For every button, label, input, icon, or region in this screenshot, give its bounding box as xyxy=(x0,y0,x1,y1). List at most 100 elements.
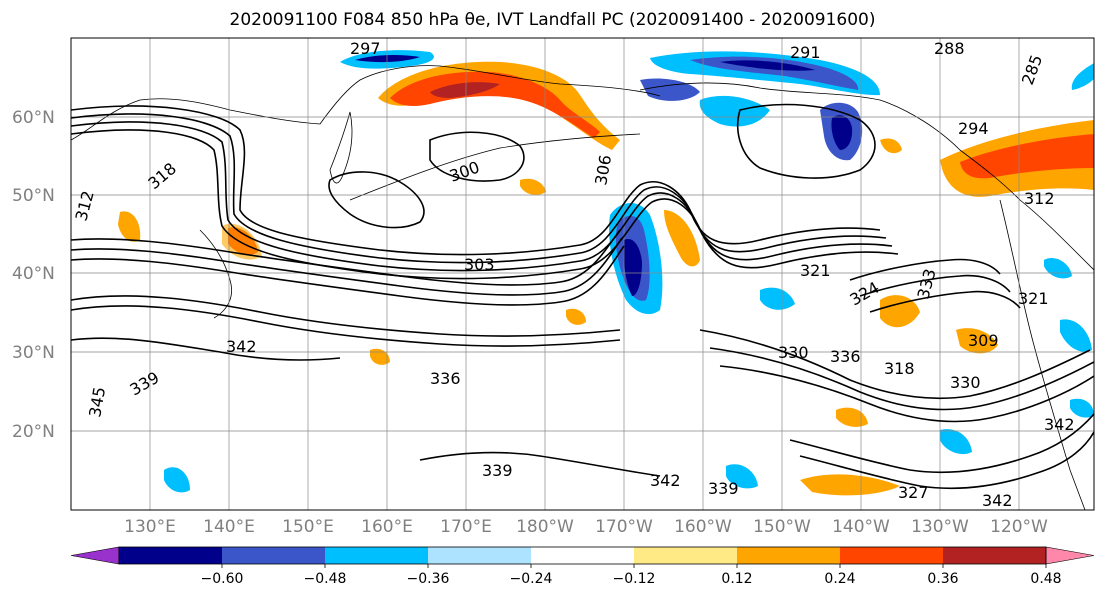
contour-line xyxy=(71,121,893,272)
contour-line xyxy=(429,131,525,182)
shade-patch xyxy=(222,223,262,260)
colorbar-bin xyxy=(840,547,944,564)
contour-line xyxy=(71,337,341,361)
contour-line xyxy=(859,274,1011,297)
colorbar-extend-max xyxy=(1045,546,1095,565)
colorbar-tick-label: −0.24 xyxy=(510,571,553,587)
lat-label-40n: 40°N xyxy=(12,264,55,284)
shade-patch xyxy=(355,55,420,63)
contour-label: 342 xyxy=(982,491,1013,510)
contour-label: 303 xyxy=(464,255,495,274)
contour-line xyxy=(71,295,621,337)
shade-patch xyxy=(699,95,770,127)
colorbar-tick-label: −0.12 xyxy=(613,571,656,587)
contour-label: 339 xyxy=(708,479,739,498)
contour-line xyxy=(71,245,625,306)
colorbar: −0.60 −0.48 −0.36 −0.24 −0.12 0.12 0.24 0.36 0.4… xyxy=(70,546,1095,587)
contour-label: 336 xyxy=(430,369,461,388)
lon-label-150e: 150°E xyxy=(282,517,334,537)
shade-patch xyxy=(1060,319,1092,352)
colorbar-bin xyxy=(222,547,326,564)
coastline-aleutians xyxy=(349,133,641,201)
contour-line xyxy=(799,431,1094,490)
shade-patch xyxy=(960,134,1094,179)
shade-patch xyxy=(760,287,795,310)
coastline-asia xyxy=(71,65,661,141)
contour-line xyxy=(71,229,621,286)
map-title: 2020091100 F084 850 hPa θe, IVT Landfall… xyxy=(229,10,876,30)
lon-label-160e: 160°E xyxy=(361,517,413,537)
lat-label-50n: 50°N xyxy=(12,186,55,206)
contour-label: 294 xyxy=(958,119,989,138)
shade-patch xyxy=(1071,63,1094,90)
lon-label-140w: 140°W xyxy=(832,517,890,537)
shade-patch xyxy=(720,60,815,71)
contour-line xyxy=(849,258,1001,281)
contour-label: 342 xyxy=(1044,415,1075,434)
colorbar-tick-label: −0.60 xyxy=(201,571,244,587)
coastline-namerica xyxy=(999,199,1086,510)
contour-line xyxy=(71,113,887,264)
contour-line xyxy=(719,365,1094,423)
contour-label: 318 xyxy=(884,359,915,378)
contour-line xyxy=(869,290,1021,313)
lon-label-170e: 170°E xyxy=(440,517,492,537)
shade-patch xyxy=(690,56,859,90)
colorbar-bin xyxy=(428,547,532,564)
colorbar-bin xyxy=(737,547,841,564)
lon-label-180w: 180°W xyxy=(516,517,574,537)
longitude-labels: 130°E 140°E 150°E 160°E 170°E 180°W 170°… xyxy=(124,517,1048,537)
contour-label: 321 xyxy=(1018,289,1049,308)
colorbar-tick-label: −0.48 xyxy=(304,571,347,587)
colorbar-tick-label: 0.24 xyxy=(824,571,855,587)
contour-line xyxy=(328,171,425,229)
shade-patch xyxy=(800,474,900,496)
lon-label-160w: 160°W xyxy=(674,517,732,537)
shade-patch xyxy=(726,464,758,489)
colorbar-tick-label: 0.36 xyxy=(927,571,958,587)
shade-patch xyxy=(880,295,920,328)
contour-label: 336 xyxy=(830,347,861,366)
shade-patch xyxy=(118,211,141,242)
colorbar-bin xyxy=(634,547,738,564)
shade-patch xyxy=(836,407,868,427)
contour-label: 330 xyxy=(950,373,981,392)
contour-line xyxy=(71,237,623,296)
colorbar-tick-label: 0.12 xyxy=(721,571,752,587)
contour-label: 297 xyxy=(350,39,381,58)
map-border xyxy=(70,37,1095,511)
lon-label-150w: 150°W xyxy=(753,517,811,537)
shade-patch xyxy=(956,328,998,354)
shade-patch xyxy=(831,115,853,150)
coastline-japan xyxy=(199,229,232,319)
coastline-alaska xyxy=(639,82,1094,271)
shade-patch xyxy=(430,82,500,98)
lat-label-60n: 60°N xyxy=(12,108,55,128)
colorbar-bin xyxy=(119,547,223,564)
colorbar-tick-label: 0.48 xyxy=(1030,571,1061,587)
contour-label: 309 xyxy=(968,331,999,350)
coastlines xyxy=(71,65,1094,510)
contour-line xyxy=(699,329,1091,400)
lon-label-170w: 170°W xyxy=(595,517,653,537)
shade-patch xyxy=(880,138,902,154)
contour-label: 342 xyxy=(650,471,681,490)
contour-label: 321 xyxy=(800,261,831,280)
contour-label: 342 xyxy=(226,337,257,356)
colorbar-frame xyxy=(118,546,1047,565)
coastline-kamchatka xyxy=(329,111,353,184)
colorbar-tick-label: −0.36 xyxy=(407,571,450,587)
contour-label: 339 xyxy=(482,461,513,480)
contour-line xyxy=(71,129,899,280)
shade-patch xyxy=(1070,398,1094,418)
contour-line xyxy=(789,413,1094,474)
lat-label-30n: 30°N xyxy=(12,343,55,363)
contour-line xyxy=(419,451,661,477)
lon-label-130w: 130°W xyxy=(911,517,969,537)
colorbar-extend-min xyxy=(70,546,120,565)
colorbar-bin xyxy=(943,547,1047,564)
contour-label: 330 xyxy=(778,343,809,362)
contour-label: 291 xyxy=(790,43,821,62)
lat-label-20n: 20°N xyxy=(12,422,55,442)
